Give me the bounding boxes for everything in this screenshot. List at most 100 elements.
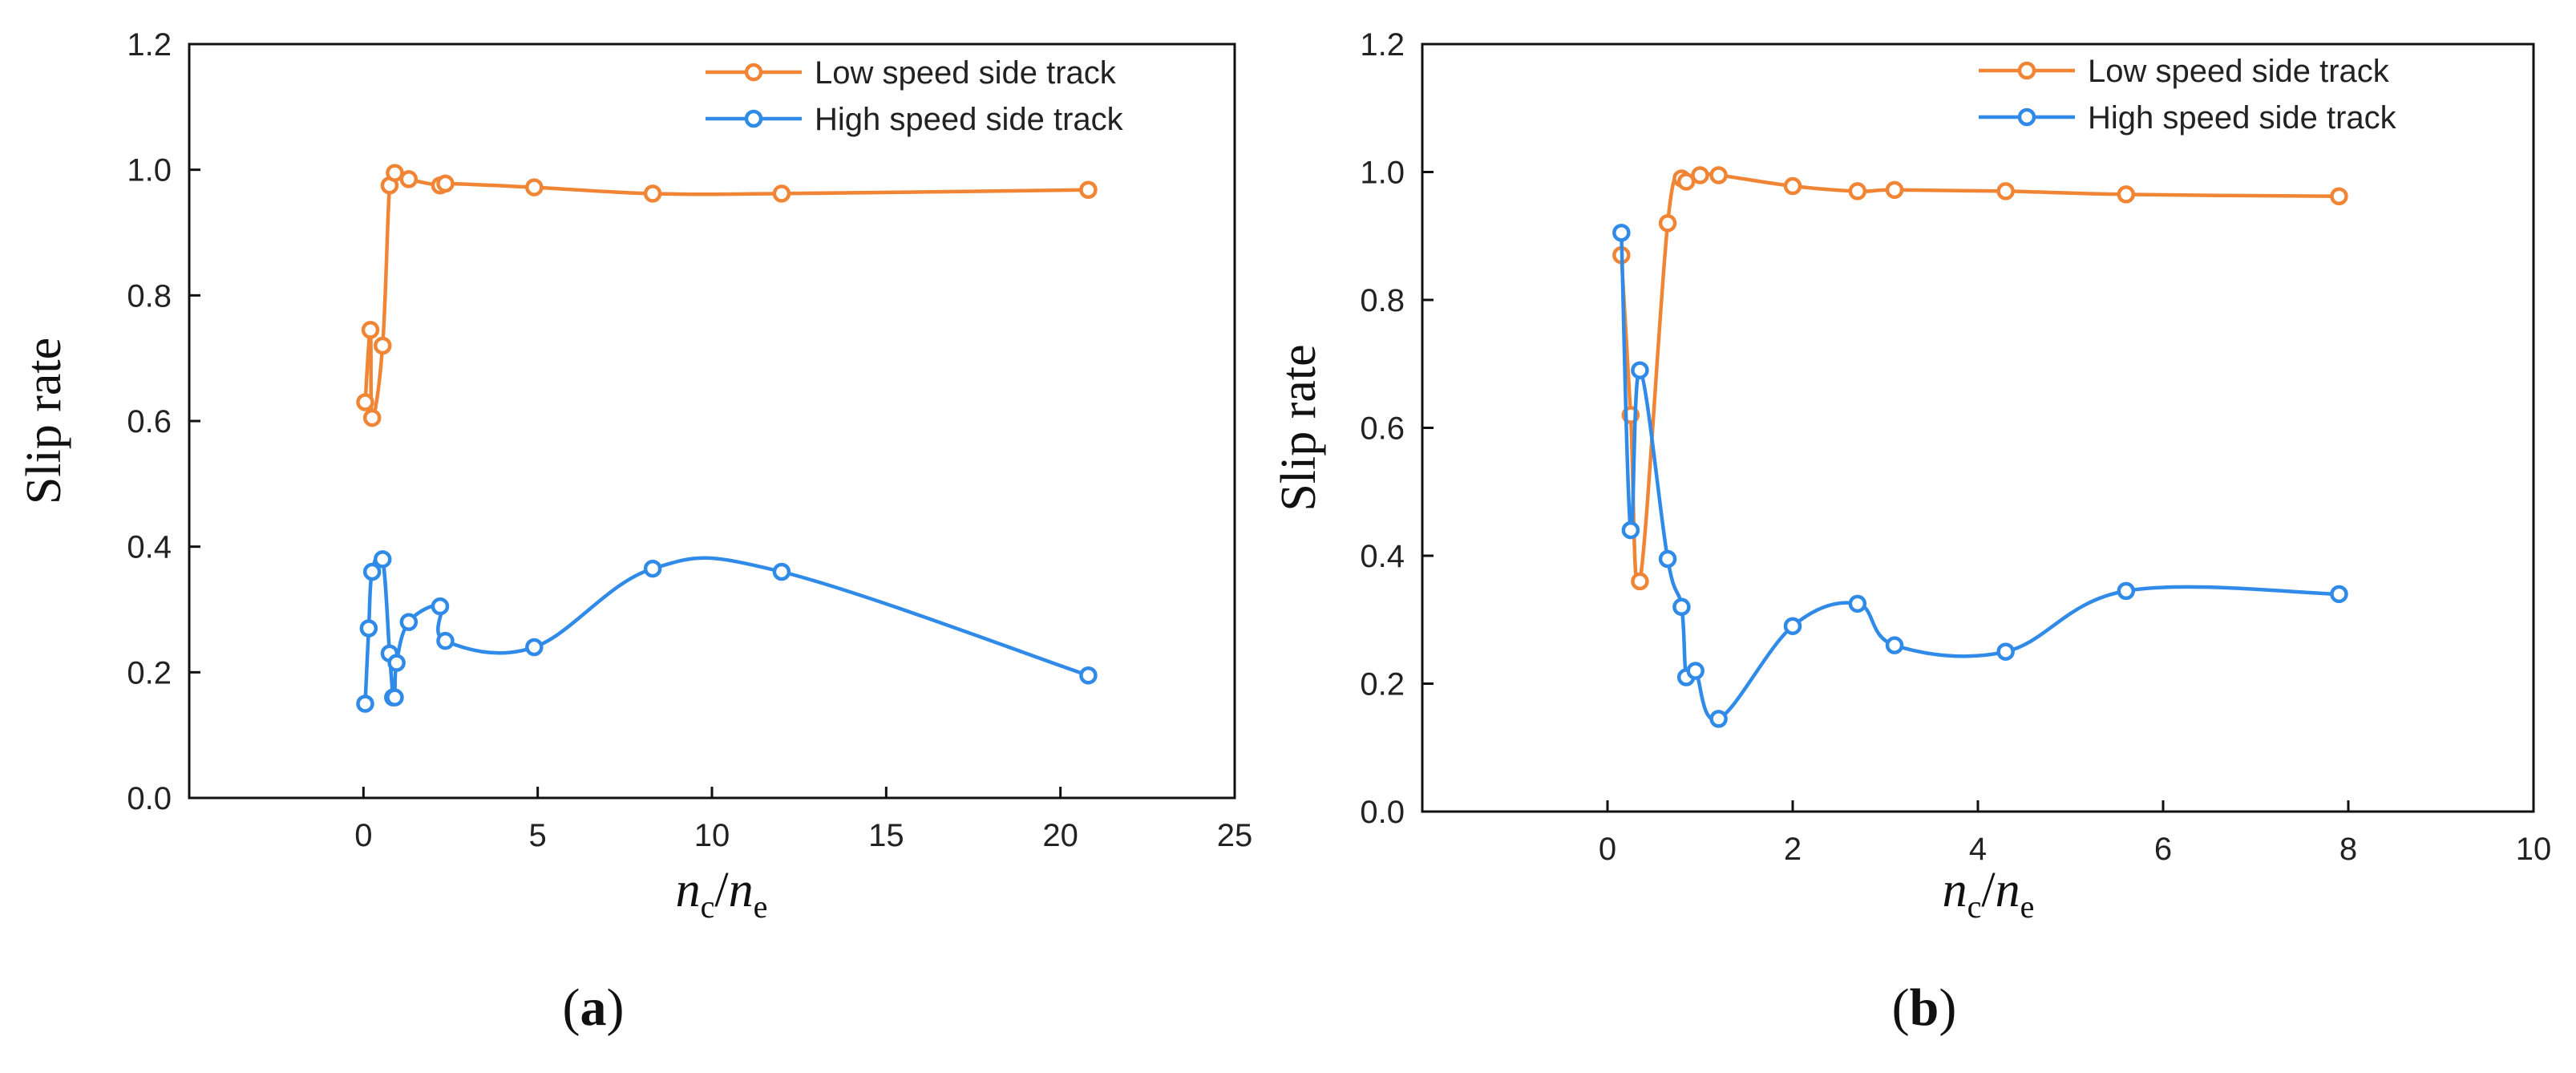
x-axis-label-part: n: [1996, 863, 2020, 917]
data-point-low: [362, 408, 382, 427]
x-tick-label: 0: [354, 818, 372, 853]
x-tick-label: 5: [529, 818, 547, 853]
y-tick-label: 1.0: [127, 153, 172, 188]
panel-label: (a): [563, 978, 625, 1037]
series-line-high: [363, 551, 1090, 705]
legend-marker-low: [744, 63, 763, 82]
data-point-high: [1612, 224, 1631, 242]
y-tick-label: 0.0: [127, 781, 172, 816]
y-tick-label: 1.0: [1360, 156, 1405, 191]
legend-marker-high: [2017, 107, 2036, 127]
data-point-high: [1848, 594, 1867, 613]
y-tick-label: 0.8: [1360, 283, 1405, 318]
x-tick-label: 6: [2154, 832, 2172, 867]
data-point-high: [1709, 710, 1728, 728]
x-tick-label: 15: [868, 818, 904, 853]
x-tick-label: 10: [694, 818, 730, 853]
data-point-high: [387, 654, 406, 672]
data-point-low: [1848, 182, 1867, 200]
y-axis-label: Slip rate: [17, 338, 71, 504]
data-point-low: [386, 164, 404, 182]
data-point-low: [1709, 166, 1728, 184]
y-tick-label: 1.2: [1360, 27, 1405, 63]
data-point-low: [2330, 187, 2348, 206]
y-tick-label: 0.8: [127, 278, 172, 314]
y-tick-label: 0.4: [1360, 539, 1405, 574]
legend-label-high: High speed side track: [815, 102, 1124, 137]
series-line-low: [1620, 172, 2339, 589]
data-point-low: [356, 393, 374, 411]
y-tick-label: 0.2: [1360, 667, 1405, 703]
chart-panel-b: 0.0 0.2 0.4 0.6 0.8 1.0 1.2 0 2 4 6 8 10 Slip rate nc/…: [1272, 27, 2551, 1037]
legend-label-high: High speed side track: [2088, 100, 2397, 136]
x-tick-label: 25: [1217, 818, 1253, 853]
data-point-high: [2330, 585, 2348, 604]
x-tick-label: 2: [1784, 832, 1802, 867]
y-tick-label: 1.2: [127, 27, 172, 63]
data-point-low: [1885, 180, 1904, 200]
data-point-low: [1631, 572, 1649, 591]
panel-label-letter: a: [580, 978, 607, 1037]
x-axis-label: nc/ne: [676, 863, 768, 925]
data-point-low: [1658, 214, 1677, 233]
data-point-low: [1691, 166, 1709, 184]
x-tick-label: 20: [1042, 818, 1078, 853]
data-point-low: [361, 321, 380, 339]
chart-panel-a: 0.0 0.2 0.4 0.6 0.8 1.0 1.2 0 5 10 15 20 25 Slip rate…: [17, 27, 1252, 1037]
x-axis-label-subscript: c: [1967, 889, 1982, 925]
data-point-high: [356, 694, 374, 713]
data-point-high: [1672, 597, 1691, 617]
panel-label: (b): [1892, 978, 1957, 1037]
x-tick-label: 0: [1599, 832, 1616, 867]
data-point-low: [525, 178, 544, 196]
x-axis-label-part: n: [729, 863, 754, 917]
data-point-high: [436, 631, 455, 650]
y-tick-label: 0.6: [1360, 411, 1405, 447]
data-point-high: [1621, 520, 1640, 540]
x-axis-label-subscript: e: [2020, 889, 2035, 925]
x-axis-label-part: /: [1981, 863, 1996, 917]
x-axis-label-part: n: [1943, 863, 1967, 917]
data-point-low: [2117, 185, 2136, 204]
series-line-high: [1620, 233, 2339, 722]
legend-label-low: Low speed side track: [815, 55, 1117, 91]
x-tick-label: 10: [2516, 832, 2552, 867]
x-tick-label: 8: [2339, 832, 2357, 867]
data-point-low: [772, 184, 791, 203]
plot-frame: [188, 43, 1236, 800]
panel-label-paren: ): [1939, 978, 1956, 1037]
y-axis-label: Slip rate: [1272, 344, 1326, 511]
x-tick-label: 4: [1969, 832, 1987, 867]
data-point-high: [1658, 549, 1677, 569]
data-point-low: [373, 336, 392, 355]
y-tick-label: 0.4: [127, 530, 172, 565]
data-point-high: [1631, 361, 1649, 379]
data-point-high: [525, 638, 544, 657]
legend-label-low: Low speed side track: [2088, 54, 2390, 89]
data-point-high: [2117, 581, 2136, 601]
y-tick-label: 0.2: [127, 655, 172, 690]
data-point-high: [362, 562, 382, 581]
legend-marker-high: [744, 109, 763, 128]
data-point-high: [1885, 636, 1904, 654]
data-point-low: [643, 184, 662, 203]
data-point-high: [431, 597, 450, 616]
data-point-low: [1676, 172, 1696, 191]
x-axis-label-subscript: c: [701, 889, 715, 925]
x-axis-label-part: /: [714, 863, 729, 917]
plot-frame: [1421, 43, 2535, 813]
y-tick-label: 0.0: [1360, 795, 1405, 830]
data-point-high: [1686, 662, 1705, 680]
panel-label-letter: b: [1910, 978, 1939, 1037]
data-point-high: [1079, 666, 1098, 685]
data-point-high: [1996, 642, 2015, 661]
data-point-high: [772, 562, 791, 581]
x-axis-label-subscript: e: [754, 889, 768, 925]
data-point-low: [1996, 182, 2015, 200]
data-point-high: [386, 688, 404, 707]
data-point-low: [436, 174, 455, 193]
data-point-high: [399, 613, 419, 631]
data-point-low: [1783, 176, 1802, 196]
panel-label-paren: (: [563, 978, 580, 1037]
